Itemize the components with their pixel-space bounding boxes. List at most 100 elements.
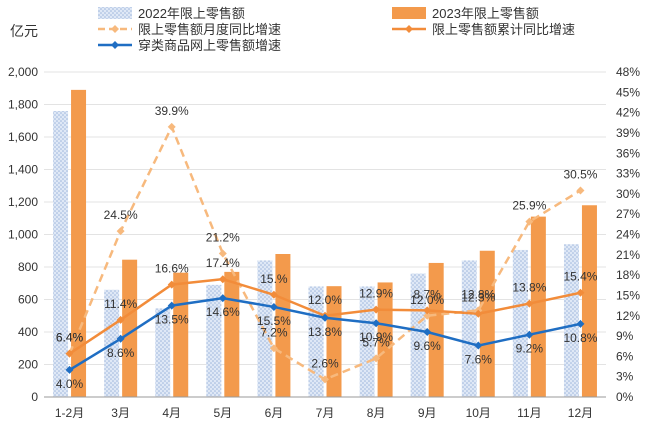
- data-label: 39.9%: [155, 104, 189, 118]
- data-label: 2.6%: [311, 356, 339, 370]
- series-marker-2: [474, 341, 483, 350]
- data-label: 6.4%: [56, 331, 84, 345]
- series-marker-1: [116, 315, 125, 324]
- x-tick-label: 9月: [418, 406, 437, 420]
- bar-2023: [377, 282, 393, 397]
- data-label: 8.7%: [414, 287, 442, 301]
- series-line-0: [68, 123, 582, 381]
- data-labels: 6.4% 24.5% 39.9% 21.2% 7.2% 2.6% 5.7% 12.0% 12.8…: [56, 104, 598, 391]
- series-marker-1: [474, 309, 483, 318]
- data-label: 4.0%: [56, 377, 84, 391]
- bar-2023: [275, 254, 291, 397]
- y2-tick-label: 24%: [616, 228, 640, 242]
- y-tick-label: 0: [31, 390, 38, 404]
- series-marker-0: [423, 311, 432, 320]
- bar-2022: [410, 273, 426, 397]
- data-label: 15.5%: [257, 314, 291, 328]
- y2-tick-label: 33%: [616, 167, 640, 181]
- series-marker-0: [218, 249, 227, 258]
- bar-2023: [122, 259, 138, 397]
- y2-tick-label: 0%: [616, 390, 634, 404]
- bar-2023: [479, 250, 495, 397]
- bar-2022: [257, 260, 273, 397]
- y-tick-label: 1,400: [8, 163, 38, 177]
- y-tick-label: 2,000: [8, 65, 38, 79]
- series-lines: [65, 122, 585, 384]
- y-tick-label: 1,200: [8, 195, 38, 209]
- data-label: 12.3%: [461, 291, 495, 305]
- bar-2022: [359, 286, 375, 397]
- series-marker-0: [321, 375, 329, 384]
- y2-tick-label: 27%: [616, 207, 640, 221]
- legend-marker: [405, 25, 413, 33]
- legend-label: 2022年限上零售额: [138, 6, 245, 21]
- series-marker-1: [372, 305, 381, 314]
- data-label: 10.8%: [563, 331, 597, 345]
- bar-2022: [53, 111, 69, 397]
- data-label: 14.6%: [206, 305, 240, 319]
- series-marker-1: [525, 299, 534, 308]
- data-label: 7.2%: [260, 325, 288, 339]
- series-marker-0: [116, 227, 125, 236]
- series-marker-1: [576, 288, 585, 297]
- legend-label: 限上零售额累计同比增速: [432, 22, 575, 37]
- x-tick-label: 8月: [367, 406, 386, 420]
- data-label: 8.6%: [107, 346, 135, 360]
- x-tick-label: 3月: [111, 406, 130, 420]
- data-label: 12.9%: [359, 287, 393, 301]
- series-marker-2: [116, 334, 125, 343]
- y2-tick-label: 12%: [616, 309, 640, 323]
- x-tick-label: 6月: [265, 406, 284, 420]
- series-marker-2: [423, 328, 432, 336]
- y2-tick-label: 18%: [616, 268, 640, 282]
- series-marker-2: [65, 365, 74, 374]
- y2-tick-label: 6%: [616, 349, 634, 363]
- data-label: 6.4%: [56, 331, 84, 345]
- data-label: 9.6%: [414, 339, 442, 353]
- bar-2023: [173, 272, 189, 397]
- data-label: 12.8%: [461, 287, 495, 301]
- bar-2023: [530, 216, 546, 397]
- data-label: 24.5%: [104, 208, 138, 222]
- y-tick-label: 1,800: [8, 98, 38, 112]
- bar-2022: [512, 249, 528, 397]
- bar-2023: [581, 205, 597, 397]
- legend-label: 限上零售额月度同比增速: [138, 22, 281, 37]
- y-tick-label: 200: [18, 358, 38, 372]
- x-tick-label: 4月: [162, 406, 181, 420]
- x-tick-label: 10月: [466, 406, 491, 420]
- y-axis-unit-label: 亿元: [10, 23, 38, 39]
- gridlines: [44, 71, 606, 398]
- y-tick-label: 1,000: [8, 228, 38, 242]
- y2-tick-label: 36%: [616, 146, 640, 160]
- series-marker-2: [576, 319, 585, 328]
- data-label: 11.4%: [104, 297, 137, 311]
- series-marker-1: [65, 349, 74, 358]
- legend-swatch: [98, 7, 132, 19]
- series-marker-2: [269, 302, 278, 311]
- bar-2022: [563, 244, 579, 397]
- bar-2022: [206, 284, 222, 397]
- y-tick-label: 1,600: [8, 130, 38, 144]
- y2-tick-label: 48%: [616, 65, 640, 79]
- series-marker-0: [525, 217, 534, 226]
- x-tick-label: 1-2月: [55, 406, 84, 420]
- data-label: 13.5%: [155, 313, 189, 327]
- y2-tick-label: 9%: [616, 329, 634, 343]
- legend-swatch: [392, 7, 426, 19]
- x-tick-label: 7月: [316, 406, 335, 420]
- data-label: 10.9%: [359, 330, 393, 344]
- series-marker-2: [525, 330, 534, 339]
- series-marker-1: [218, 275, 227, 284]
- data-label: 7.6%: [465, 353, 493, 367]
- legend-marker: [111, 41, 119, 49]
- y-tick-label: 600: [18, 293, 38, 307]
- bar-2022: [155, 308, 171, 397]
- series-marker-2: [167, 301, 176, 310]
- y-tick-label: 400: [18, 325, 38, 339]
- y2-tick-label: 30%: [616, 187, 640, 201]
- axes: 0 200 400 600 800 1,000 1,200 1,400 1,600 1,800 2,…: [8, 65, 640, 420]
- y2-tick-label: 42%: [616, 106, 640, 120]
